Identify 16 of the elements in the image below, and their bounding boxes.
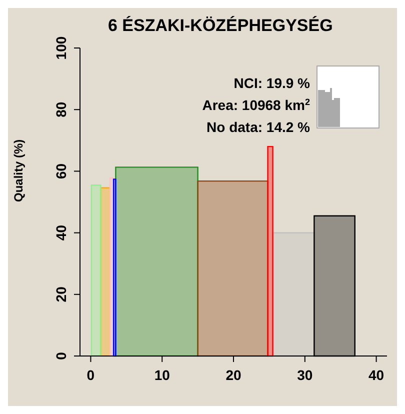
y-axis-title: Quality (%): [11, 139, 26, 202]
y-tick-label: 60: [53, 163, 69, 179]
y-tick-label: 40: [53, 224, 69, 241]
x-tick-label: 40: [368, 366, 384, 383]
y-tick-label: 0: [53, 352, 69, 360]
annotation: No data: 14.2 %: [206, 119, 311, 135]
x-tick-label: 30: [297, 366, 313, 383]
chart-title: 6 ÉSZAKI-KÖZÉPHEGYSÉG: [108, 16, 333, 36]
x-tick-label: 10: [154, 366, 170, 383]
x-tick-label: 20: [226, 366, 242, 383]
y-tick-label: 20: [53, 286, 69, 302]
annotation: Area: 10968 km$^{2}$: [202, 97, 310, 113]
y-tick-label: 80: [53, 102, 69, 118]
annotation: NCI: 19.9 %: [234, 75, 311, 91]
x-tick-label: 0: [86, 366, 95, 383]
y-tick-label: 100: [53, 36, 69, 60]
